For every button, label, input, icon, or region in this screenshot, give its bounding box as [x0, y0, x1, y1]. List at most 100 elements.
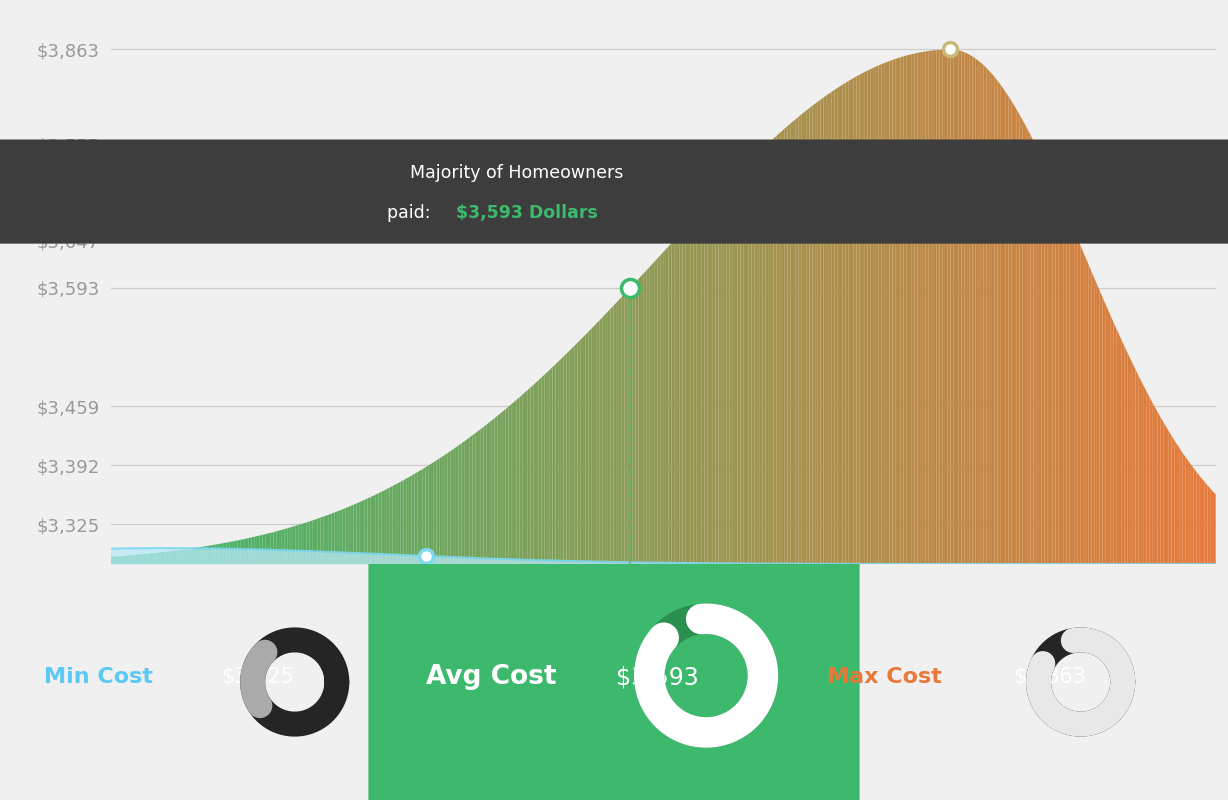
- Polygon shape: [265, 534, 268, 564]
- Polygon shape: [688, 222, 690, 564]
- Polygon shape: [1030, 135, 1034, 564]
- Polygon shape: [787, 124, 791, 564]
- Polygon shape: [1158, 412, 1160, 564]
- Polygon shape: [939, 50, 942, 564]
- Polygon shape: [323, 516, 327, 564]
- Polygon shape: [690, 219, 694, 564]
- Polygon shape: [964, 52, 968, 564]
- Polygon shape: [1059, 194, 1061, 564]
- Polygon shape: [393, 485, 395, 564]
- Polygon shape: [179, 550, 183, 564]
- Polygon shape: [453, 447, 456, 564]
- Polygon shape: [1141, 381, 1144, 564]
- Polygon shape: [1176, 444, 1180, 564]
- Polygon shape: [467, 438, 470, 564]
- Polygon shape: [119, 556, 122, 564]
- Polygon shape: [188, 549, 190, 564]
- Polygon shape: [451, 450, 453, 564]
- Polygon shape: [793, 119, 796, 564]
- Polygon shape: [115, 556, 119, 564]
- Polygon shape: [586, 331, 588, 564]
- Polygon shape: [1213, 491, 1216, 564]
- Polygon shape: [705, 205, 707, 564]
- Polygon shape: [889, 60, 893, 564]
- Polygon shape: [542, 375, 544, 564]
- Polygon shape: [420, 469, 422, 564]
- Polygon shape: [950, 50, 953, 564]
- Polygon shape: [537, 380, 539, 564]
- Polygon shape: [495, 416, 497, 564]
- Polygon shape: [351, 505, 354, 564]
- Polygon shape: [196, 547, 199, 564]
- Polygon shape: [268, 533, 270, 564]
- Polygon shape: [981, 62, 984, 564]
- Polygon shape: [332, 513, 334, 564]
- Polygon shape: [138, 554, 141, 564]
- Polygon shape: [484, 425, 486, 564]
- Polygon shape: [1207, 486, 1211, 564]
- Polygon shape: [1078, 238, 1081, 564]
- Polygon shape: [270, 532, 274, 564]
- Polygon shape: [729, 178, 732, 564]
- Polygon shape: [734, 173, 738, 564]
- Polygon shape: [367, 498, 371, 564]
- Polygon shape: [440, 457, 442, 564]
- Polygon shape: [1183, 453, 1185, 564]
- Polygon shape: [506, 406, 508, 564]
- Polygon shape: [329, 514, 332, 564]
- Polygon shape: [409, 475, 411, 564]
- Polygon shape: [882, 63, 884, 564]
- Polygon shape: [1019, 114, 1022, 564]
- Polygon shape: [437, 458, 440, 564]
- Polygon shape: [478, 429, 481, 564]
- Polygon shape: [221, 543, 223, 564]
- Polygon shape: [1100, 290, 1103, 564]
- Polygon shape: [356, 502, 360, 564]
- Text: $3,593 Dollars: $3,593 Dollars: [457, 203, 598, 222]
- Polygon shape: [1050, 175, 1052, 564]
- Polygon shape: [519, 395, 522, 564]
- Polygon shape: [707, 202, 710, 564]
- Polygon shape: [373, 494, 376, 564]
- Polygon shape: [575, 342, 577, 564]
- Polygon shape: [349, 506, 351, 564]
- Text: Min Cost: Min Cost: [44, 667, 152, 687]
- Polygon shape: [937, 50, 939, 564]
- Polygon shape: [820, 98, 824, 564]
- Polygon shape: [1092, 271, 1094, 564]
- Polygon shape: [1008, 96, 1012, 564]
- Polygon shape: [1012, 101, 1014, 564]
- Polygon shape: [625, 291, 628, 564]
- Polygon shape: [857, 75, 860, 564]
- Polygon shape: [130, 555, 133, 564]
- Text: paid:: paid:: [387, 203, 436, 222]
- Polygon shape: [312, 519, 316, 564]
- Polygon shape: [422, 467, 425, 564]
- Polygon shape: [459, 443, 462, 564]
- Polygon shape: [846, 81, 849, 564]
- Polygon shape: [378, 492, 381, 564]
- Polygon shape: [813, 104, 815, 564]
- Text: Max Cost: Max Cost: [826, 667, 942, 687]
- Polygon shape: [871, 68, 873, 564]
- Polygon shape: [1160, 417, 1163, 564]
- Polygon shape: [760, 149, 763, 564]
- Polygon shape: [415, 472, 418, 564]
- Polygon shape: [1196, 472, 1199, 564]
- Polygon shape: [1169, 431, 1172, 564]
- Polygon shape: [307, 522, 309, 564]
- Polygon shape: [395, 483, 398, 564]
- Polygon shape: [290, 526, 292, 564]
- Polygon shape: [1165, 426, 1169, 564]
- Polygon shape: [389, 486, 393, 564]
- Polygon shape: [1083, 252, 1086, 564]
- Polygon shape: [572, 346, 575, 564]
- Polygon shape: [301, 523, 305, 564]
- Polygon shape: [292, 526, 296, 564]
- Polygon shape: [1041, 158, 1044, 564]
- Polygon shape: [433, 460, 437, 564]
- Polygon shape: [1152, 402, 1154, 564]
- Polygon shape: [860, 74, 862, 564]
- Polygon shape: [570, 348, 572, 564]
- Polygon shape: [583, 334, 586, 564]
